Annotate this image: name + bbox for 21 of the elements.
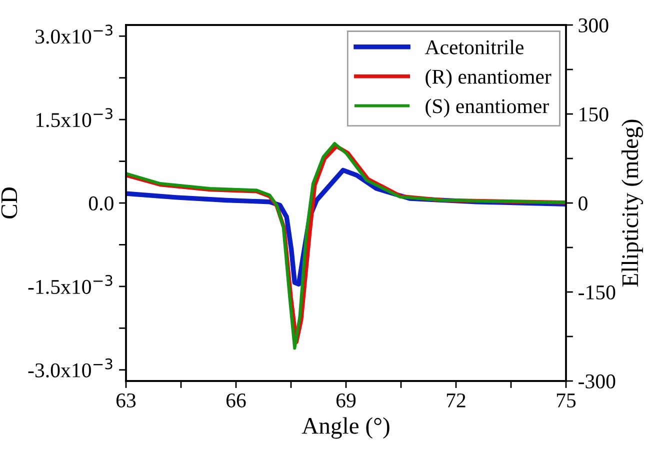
y2-tick-label: -300 bbox=[578, 374, 616, 388]
y-tick-label: -1.5x10$^{−3}$ bbox=[28, 274, 112, 294]
x-tick-label: 72 bbox=[446, 393, 466, 408]
x-tick-label: 66 bbox=[226, 393, 246, 408]
x-tick-label: 69 bbox=[336, 393, 356, 408]
x-tick-label: 63 bbox=[116, 393, 136, 408]
legend-label: (S) enantiomer bbox=[426, 98, 549, 118]
x-tick-label: 75 bbox=[556, 394, 576, 408]
y2-tick-label: 150 bbox=[580, 107, 608, 122]
legend-label: (R) enantiomer bbox=[426, 69, 552, 88]
x-axis-title: Angle (°) bbox=[302, 417, 390, 439]
y2-axis-title: Ellipticity (mdeg) bbox=[622, 120, 644, 287]
y-tick-label: -3.0x10$^{−3}$ bbox=[28, 358, 112, 378]
y2-tick-label: 300 bbox=[578, 18, 608, 32]
legend-label: Acetonitrile bbox=[424, 40, 524, 54]
y2-tick-label: 0 bbox=[578, 196, 588, 210]
y-tick-label: 3.0x10$^{−3}$ bbox=[36, 24, 112, 44]
y2-tick-label: -150 bbox=[578, 285, 616, 300]
y-tick-label: 0.0 bbox=[88, 196, 114, 211]
y-tick-label: 1.5x10$^{−3}$ bbox=[36, 108, 112, 128]
y-axis-title: CD bbox=[1, 188, 18, 218]
